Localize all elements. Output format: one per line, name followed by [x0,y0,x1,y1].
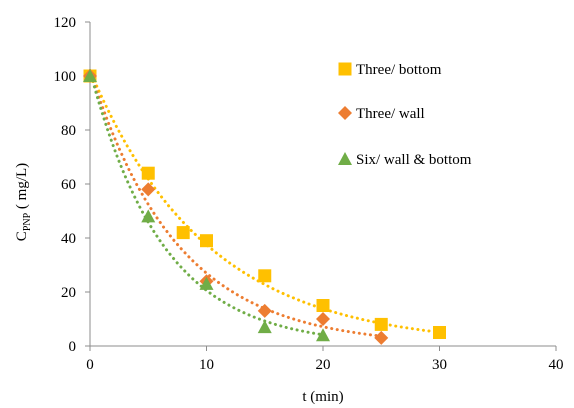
data-point-series-0 [176,226,190,240]
x-tick-label: 10 [199,357,214,373]
legend: Three/ bottom Three/ wall Six/ wall & bott… [338,62,472,168]
data-point-series-1 [257,303,272,318]
data-point-series-0 [316,299,330,312]
y-tick-label: 80 [61,123,76,139]
legend-marker-0 [338,62,352,76]
y-tick-label: 0 [69,339,77,355]
trendline-series-2 [88,69,325,337]
legend-marker-1 [338,106,352,120]
data-point-series-0 [433,326,446,339]
y-tick-label: 120 [54,15,77,31]
data-point-series-2 [257,320,272,334]
data-point-series-0 [374,317,388,331]
x-tick-label: 30 [432,357,447,373]
data-point-series-2 [141,209,156,223]
y-axis-title: CPNP ( mg/L) [14,163,33,241]
x-tick-label: 0 [86,357,94,373]
x-axis-title: t (min) [302,389,343,405]
y-tick-label: 40 [61,231,76,247]
legend-label-1: Three/ wall [356,106,425,122]
data-point-series-0 [141,166,155,180]
y-tick-label: 60 [61,177,76,193]
data-point-series-2 [316,328,330,342]
y-tick-label: 100 [54,69,77,85]
data-point-series-0 [200,234,213,248]
y-tick-label: 20 [61,285,76,301]
data-point-series-1 [374,330,389,345]
data-point-series-1 [141,182,156,197]
data-point-series-1 [316,312,330,326]
tick-labels: 0 10 20 30 40 0 20 40 60 80 100 120 [54,15,564,373]
trendline-series-1 [88,69,383,338]
legend-label-0: Three/ bottom [356,62,442,78]
legend-marker-2 [338,152,352,165]
data-point-series-0 [258,269,272,283]
data-point-series-2 [199,276,214,290]
x-tick-label: 40 [549,357,564,373]
data-point-series-2 [83,69,97,82]
legend-label-2: Six/ wall & bottom [356,152,472,168]
data-markers [83,69,446,345]
x-tick-label: 20 [316,357,331,373]
